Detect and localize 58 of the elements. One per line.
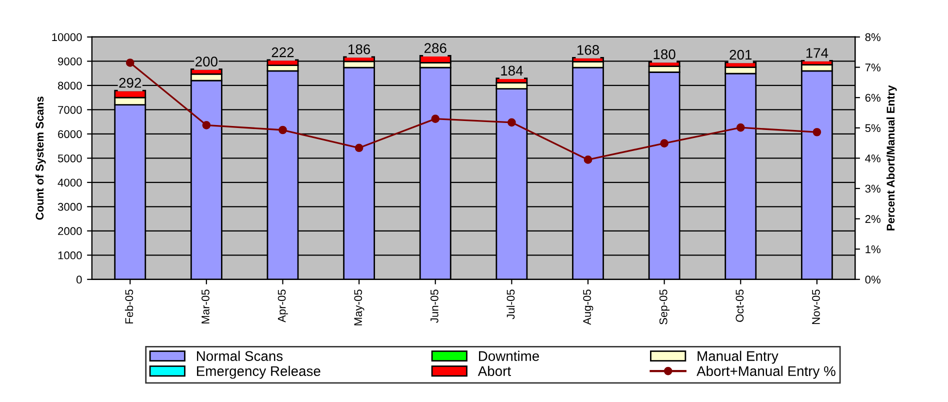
y2-tick-label: 6% [865,94,880,102]
y-tick-label: 2000 [58,227,82,236]
point [126,58,134,67]
x-tick-label: Jun-05 [430,290,438,323]
x-tick-label: Sep-05 [659,290,670,324]
y2-axis-title: Percent Abort/Manual Entry [886,85,897,230]
y-tick-label: 7000 [58,106,82,114]
y-axis-title: Count of System Scans [35,96,46,220]
legend-label: Downtime [479,350,539,362]
y2-tick-label: 4% [865,154,880,162]
x-tick-label: Oct-05 [736,290,744,322]
point [354,144,364,152]
y-tick-label: 4000 [58,178,82,187]
legend-label: Manual Entry [698,350,778,364]
data-label: 186 [348,44,370,54]
y2-tick-label: 7% [865,64,880,72]
point [812,128,822,136]
y-tick-label: 3000 [58,202,82,211]
point [660,139,668,148]
x-tick-label: Nov-05 [812,290,820,324]
legend-label: Normal Scans [197,350,283,362]
y2-tick-label: 3% [865,184,880,193]
legend-label: Abort [478,366,511,376]
data-label: 184 [501,66,523,76]
data-label: 201 [730,50,752,60]
point [584,156,592,164]
x-tick-label: Feb-05 [124,290,134,324]
legend-label: Emergency Release [197,366,320,379]
data-label: 292 [119,78,142,88]
x-tick-label: Apr-05 [278,290,288,322]
point [431,114,440,123]
y-tick-label: 5000 [58,154,82,162]
y2-tick-label: 1% [866,245,880,254]
data-label: 200 [196,56,218,66]
point [736,123,745,132]
y-tick-label: 6000 [58,130,82,138]
data-label: 180 [654,49,676,60]
x-tick-label: Jul-05 [506,290,515,320]
y-tick-label: 9000 [58,57,82,66]
point [202,120,211,130]
y-tick-label: 10000 [52,33,82,42]
data-label: 286 [424,43,446,53]
y2-tick-label: 5% [865,124,880,132]
y-tick-label: 1000 [58,251,82,260]
data-label: 222 [272,47,294,58]
data-label: 168 [577,45,599,55]
data-label: 174 [806,48,828,58]
point [278,126,287,134]
x-tick-label: Mar-05 [202,290,210,324]
y-tick-label: 8000 [58,82,82,90]
y-tick-label: 0 [76,276,82,284]
x-tick-label: Aug-05 [583,290,594,325]
legend-label: Abort+Manual Entry % [696,366,836,379]
y2-tick-label: 2% [865,215,880,223]
point [508,118,516,127]
y2-tick-label: 0% [865,276,880,284]
x-tick-label: May-05 [354,290,364,326]
y2-tick-label: 8% [865,33,880,42]
